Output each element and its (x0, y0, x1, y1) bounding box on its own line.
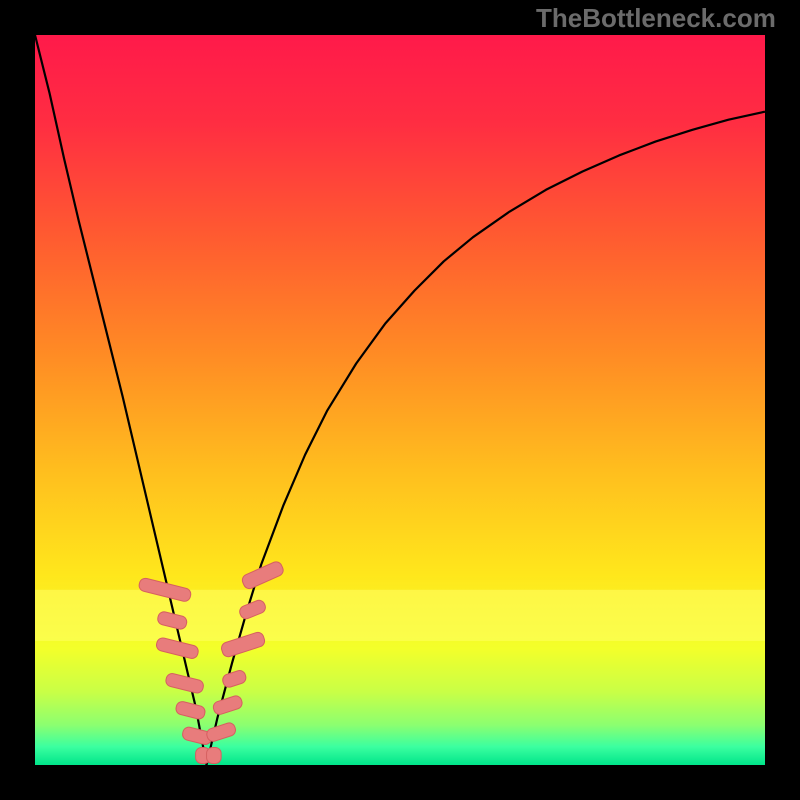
curve-marker (207, 747, 222, 763)
watermark-text: TheBottleneck.com (536, 3, 776, 34)
plot-background (35, 35, 765, 765)
highlight-band (35, 590, 765, 641)
chart-svg (0, 0, 800, 800)
